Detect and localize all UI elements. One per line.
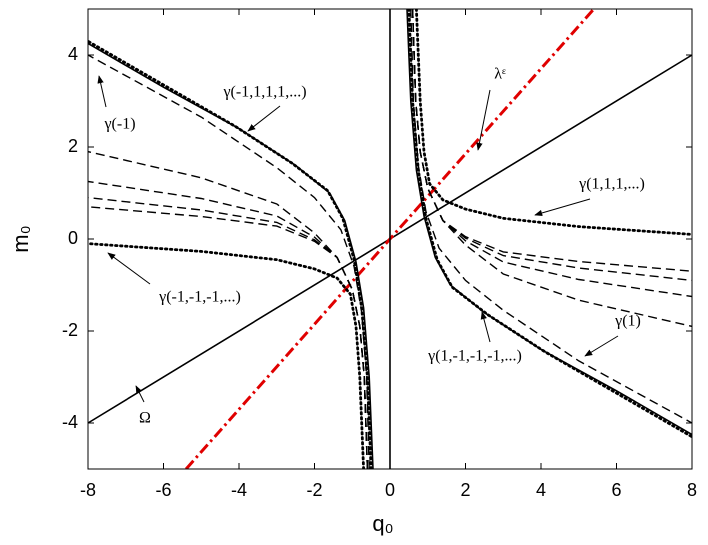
x-tick-label: 2 (460, 480, 470, 500)
annotation: γ(-1,-1,-1,...) (158, 289, 241, 306)
curve (411, 9, 692, 272)
x-tick-label: -4 (231, 480, 247, 500)
curve (88, 196, 369, 469)
annotation-arrow (584, 335, 619, 357)
curve (411, 9, 692, 282)
curve (88, 42, 374, 469)
plot-area (88, 9, 692, 469)
curve (88, 180, 369, 469)
annotation: γ(1) (614, 313, 641, 330)
y-axis-label: m₀ (8, 225, 33, 252)
curve (88, 206, 369, 469)
x-tick-label: 4 (536, 480, 546, 500)
y-tick-label: -4 (62, 412, 78, 432)
annotation-arrow (107, 252, 151, 285)
x-axis-label: q₀ (372, 511, 393, 536)
x-tick-label: 0 (385, 480, 395, 500)
annotation: γ(-1) (103, 116, 135, 133)
curve (88, 54, 370, 469)
curve (410, 9, 692, 424)
curve (88, 242, 365, 469)
y-tick-label: 0 (68, 228, 78, 248)
x-tick-label: -2 (306, 480, 322, 500)
y-tick-label: -2 (62, 320, 78, 340)
x-tick-label: -8 (80, 480, 96, 500)
y-tick-label: 2 (68, 136, 78, 156)
annotation-arrow (534, 198, 591, 217)
y-tick-label: 4 (68, 44, 78, 64)
x-tick-label: 6 (611, 480, 621, 500)
x-tick-label: -6 (155, 480, 171, 500)
x-tick-label: 8 (687, 480, 697, 500)
annotation: λᵋ (494, 66, 506, 83)
annotation-arrow (135, 385, 145, 403)
annotation-arrow (480, 311, 491, 343)
annotation-arrow (247, 105, 281, 132)
annotation-arrow (97, 75, 107, 108)
curve (406, 9, 692, 436)
curve (415, 9, 692, 236)
annotation: γ(1,-1,-1,-1,...) (427, 348, 522, 365)
annotation: γ(1,1,1,...) (578, 176, 645, 193)
curve (88, 150, 369, 469)
annotation: Ω (139, 410, 151, 427)
annotation: γ(-1,1,1,1,...) (222, 84, 306, 101)
annotation-arrow (476, 89, 491, 151)
curve (411, 9, 692, 298)
